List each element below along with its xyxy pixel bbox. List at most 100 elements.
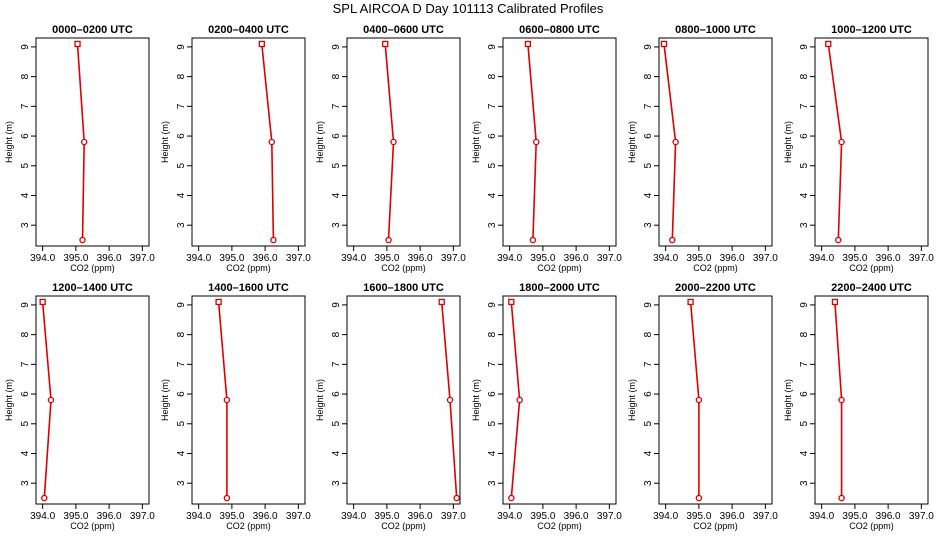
data-point [516, 396, 523, 404]
y-tick-label: 6 [176, 391, 187, 397]
data-point [223, 494, 231, 502]
x-axis-label: CO2 (ppm) [381, 263, 426, 273]
y-tick-label: 4 [176, 192, 187, 198]
data-point [453, 494, 460, 502]
data-point [80, 138, 88, 146]
data-point [258, 40, 265, 48]
y-tick-label: 9 [331, 44, 342, 50]
plot-frame [191, 37, 306, 247]
x-tick-label: 396.0 [564, 253, 589, 264]
panel-title: 1400–1600 UTC [208, 282, 289, 294]
y-axis-label: Height (m) [783, 379, 793, 421]
data-point [660, 40, 668, 48]
y-tick-label: 5 [487, 163, 498, 169]
y-tick-label: 3 [176, 222, 187, 228]
x-tick-label: 397.0 [909, 511, 934, 522]
y-tick-label: 5 [20, 163, 31, 169]
x-tick-label: 395.0 [686, 253, 711, 264]
plot-frame [658, 295, 773, 505]
y-tick-label: 7 [176, 361, 187, 367]
y-tick-label: 5 [20, 421, 31, 427]
y-axis-label: Height (m) [4, 379, 14, 421]
x-tick-label: 394.0 [497, 511, 522, 522]
x-tick-label: 396.0 [408, 253, 433, 264]
y-tick-label: 7 [799, 361, 810, 367]
y-tick-label: 6 [176, 133, 187, 139]
y-tick-label: 7 [20, 361, 31, 367]
panel-title: 0200–0400 UTC [208, 24, 289, 36]
y-tick-label: 9 [331, 302, 342, 308]
data-point [835, 236, 842, 244]
x-tick-label: 394.0 [497, 253, 522, 264]
x-axis-label: CO2 (ppm) [537, 263, 582, 273]
panel-title: 1600–1800 UTC [363, 282, 444, 294]
data-point [39, 298, 46, 306]
x-axis-label: CO2 (ppm) [381, 521, 426, 531]
plot-frame [35, 37, 150, 247]
panel-title: 2200–2400 UTC [831, 282, 912, 294]
y-tick-label: 9 [643, 44, 654, 50]
panel-title: 0600–0800 UTC [519, 24, 600, 36]
x-tick-label: 394.0 [653, 253, 678, 264]
data-point [390, 138, 397, 146]
x-tick-label: 394.0 [341, 511, 366, 522]
x-tick-label: 395.0 [530, 511, 555, 522]
x-axis-label: CO2 (ppm) [70, 521, 115, 531]
plot-frame [502, 295, 617, 505]
data-point [838, 138, 845, 146]
y-tick-label: 9 [20, 302, 31, 308]
y-tick-label: 7 [643, 103, 654, 109]
x-tick-label: 397.0 [753, 253, 778, 264]
x-tick-label: 396.0 [720, 253, 745, 264]
y-tick-label: 3 [799, 480, 810, 486]
x-tick-label: 394.0 [341, 253, 366, 264]
panel: 1800–2000 UTC 394.0 395.0 396.0 397.0 3 4 5 6 7 8 9… [471, 282, 622, 531]
y-tick-label: 8 [176, 73, 187, 79]
y-tick-label: 5 [331, 163, 342, 169]
x-tick-label: 395.0 [686, 511, 711, 522]
x-tick-label: 394.0 [653, 511, 678, 522]
y-tick-label: 4 [176, 450, 187, 456]
data-point [508, 494, 515, 502]
plot-frame [502, 37, 617, 247]
y-tick-label: 8 [331, 73, 342, 79]
data-point [47, 396, 55, 404]
y-tick-label: 5 [331, 421, 342, 427]
plot-frame [35, 295, 150, 505]
y-tick-label: 8 [799, 73, 810, 79]
plot-frame [814, 37, 929, 247]
x-tick-label: 395.0 [842, 511, 867, 522]
x-tick-label: 394.0 [809, 511, 834, 522]
y-tick-label: 5 [643, 421, 654, 427]
y-tick-label: 6 [487, 133, 498, 139]
y-axis-label: Height (m) [315, 379, 325, 421]
data-point [831, 298, 839, 306]
y-axis-label: Height (m) [160, 379, 170, 421]
figure-title: SPL AIRCOA D Day 101113 Calibrated Profi… [333, 1, 604, 16]
panel-title: 0000–0200 UTC [52, 24, 133, 36]
x-tick-label: 396.0 [253, 511, 278, 522]
x-tick-label: 396.0 [97, 253, 122, 264]
x-tick-label: 395.0 [374, 253, 399, 264]
data-point [41, 494, 48, 502]
data-point [529, 236, 537, 244]
y-tick-label: 5 [176, 163, 187, 169]
y-axis-label: Height (m) [315, 121, 325, 163]
y-tick-label: 7 [487, 103, 498, 109]
data-point [695, 396, 703, 404]
x-tick-label: 396.0 [876, 253, 901, 264]
y-axis-label: Height (m) [627, 379, 637, 421]
y-tick-label: 5 [799, 421, 810, 427]
y-tick-label: 4 [20, 192, 31, 198]
x-tick-label: 396.0 [97, 511, 122, 522]
data-point [74, 40, 81, 48]
x-tick-label: 394.0 [30, 253, 55, 264]
x-tick-label: 394.0 [30, 511, 55, 522]
y-tick-label: 7 [331, 103, 342, 109]
x-tick-label: 396.0 [564, 511, 589, 522]
data-point [382, 40, 389, 48]
y-tick-label: 5 [799, 163, 810, 169]
panel: 0200–0400 UTC 394.0 395.0 396.0 397.0 3 4 5 6 7 8 9… [160, 24, 311, 273]
y-tick-label: 3 [331, 480, 342, 486]
data-point [838, 494, 845, 502]
